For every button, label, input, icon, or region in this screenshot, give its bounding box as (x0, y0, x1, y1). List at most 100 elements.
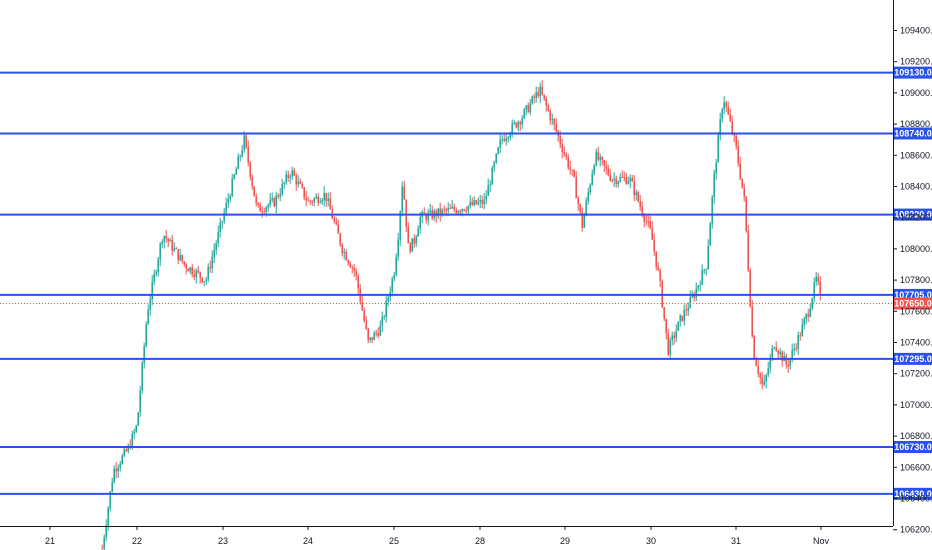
candle-body (243, 135, 245, 151)
candle-body (215, 243, 217, 251)
x-tick-label: 25 (389, 536, 399, 546)
candle-body (707, 245, 709, 269)
y-tick-label: 108000.0 (900, 244, 932, 254)
candle-body (769, 357, 771, 369)
candle-body (611, 180, 613, 182)
candle-body (409, 243, 411, 252)
candle-body (771, 348, 773, 358)
candle-body (305, 197, 307, 201)
candle-body (757, 365, 759, 374)
candle-body (543, 94, 545, 99)
candle-body (585, 200, 587, 215)
candle-body (447, 208, 449, 211)
candle-body (193, 274, 195, 278)
candle-body (683, 309, 685, 321)
level-price-label: 107705.0 (894, 290, 932, 300)
y-tick-label: 106600.0 (900, 462, 932, 472)
candle-body (219, 222, 221, 232)
candle-body (571, 169, 573, 171)
candle-body (449, 208, 451, 210)
level-price-tag (894, 66, 932, 79)
candle-body (261, 211, 263, 213)
candle-body (105, 525, 107, 538)
candle-body (125, 449, 127, 452)
candle-body (681, 315, 683, 321)
candle-body (355, 270, 357, 276)
candle-body (469, 201, 471, 206)
candle-body (545, 98, 547, 106)
candle-body (679, 315, 681, 322)
candle-body (741, 178, 743, 188)
candle-body (519, 122, 521, 125)
candle-body (675, 331, 677, 338)
y-tick-label: 109000.0 (900, 88, 932, 98)
candle-body (653, 239, 655, 252)
candle-body (487, 185, 489, 197)
candle-body (349, 263, 351, 268)
candle-body (327, 198, 329, 202)
candle-body (107, 508, 109, 526)
candle-body (601, 156, 603, 161)
candle-body (711, 197, 713, 224)
candle-body (231, 178, 233, 197)
candle-body (427, 212, 429, 221)
candle-body (459, 211, 461, 213)
candle-body (211, 256, 213, 269)
candle-body (703, 269, 705, 271)
candle-body (259, 204, 261, 212)
candle-body (157, 259, 159, 272)
candle-body (209, 266, 211, 269)
candle-body (563, 151, 565, 155)
candle-body (641, 206, 643, 215)
candle-body (419, 216, 421, 229)
candle-body (369, 337, 371, 341)
candle-body (549, 110, 551, 121)
candle-body (345, 251, 347, 261)
candle-body (147, 309, 149, 325)
candle-body (117, 467, 119, 472)
candle-body (201, 277, 203, 283)
candle-body (165, 235, 167, 239)
candle-body (121, 455, 123, 464)
candle-body (213, 250, 215, 257)
candle-body (537, 92, 539, 97)
candle-body (235, 168, 237, 175)
candle-body (217, 231, 219, 244)
candle-body (655, 251, 657, 267)
y-tick-label: 107400.0 (900, 338, 932, 348)
candle-body (685, 309, 687, 311)
candle-body (695, 288, 697, 298)
candle-body (393, 274, 395, 279)
price-axis[interactable]: 106200.0 106400.0 106600.0 106800.0 107000.0… (893, 0, 932, 535)
candle-body (717, 135, 719, 163)
candle-body (725, 102, 727, 107)
candle-body (627, 181, 629, 184)
candle-body (767, 368, 769, 375)
candle-body (149, 299, 151, 310)
candle-body (353, 267, 355, 271)
candle-body (269, 199, 271, 205)
candle-body (813, 281, 815, 299)
candle-body (471, 201, 473, 206)
candle-body (101, 548, 103, 550)
level-price-tag (894, 487, 932, 500)
candle-body (289, 176, 291, 178)
candle-body (337, 224, 339, 234)
candle-body (277, 195, 279, 197)
candle-body (669, 339, 671, 355)
candle-body (569, 167, 571, 170)
level-price-tag (894, 352, 932, 365)
x-tick-label: 21 (45, 536, 55, 546)
candle-body (575, 176, 577, 199)
candle-body (411, 238, 413, 252)
candle-body (263, 211, 265, 213)
candle-body (189, 267, 191, 272)
level-price-label: 106430.0 (894, 489, 932, 499)
candle-body (759, 373, 761, 378)
candle-body (731, 121, 733, 134)
candle-body (527, 105, 529, 113)
time-axis[interactable]: 21 22 23 24 25 28 29 30 31 Nov (0, 526, 893, 546)
level-price-label: 106730.0 (894, 442, 932, 452)
candle-body (787, 364, 789, 367)
